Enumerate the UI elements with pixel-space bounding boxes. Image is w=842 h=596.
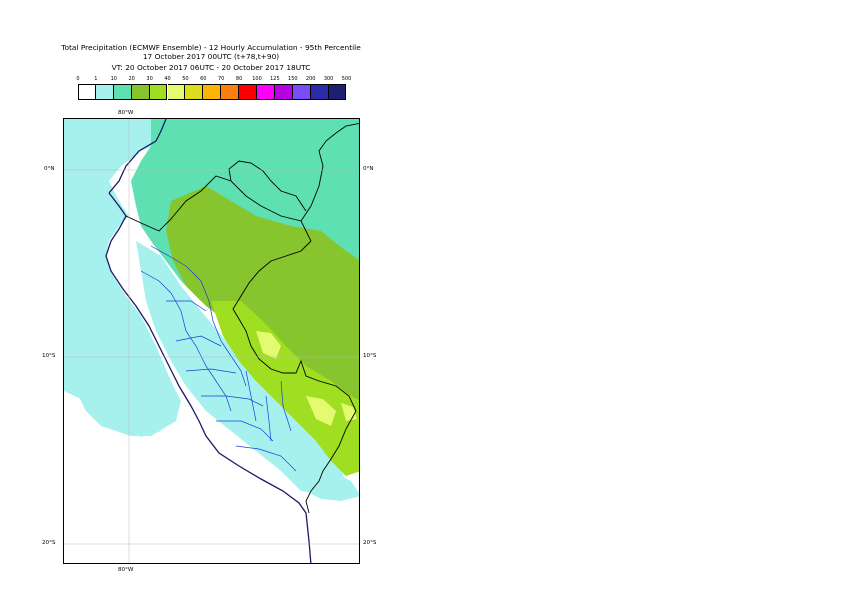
legend-swatch <box>274 84 293 100</box>
legend-threshold-label: 300 <box>323 76 334 82</box>
legend-threshold-label: 50 <box>182 76 189 82</box>
legend-threshold-label: 10 <box>110 76 117 82</box>
precipitation-map <box>64 119 359 563</box>
legend-threshold-label: 0 <box>76 76 80 82</box>
legend-threshold-label: 200 <box>305 76 316 82</box>
map-title-line-1: Total Precipitation (ECMWF Ensemble) - 1… <box>61 43 361 52</box>
province-borders <box>140 245 297 472</box>
legend-swatch <box>221 84 240 100</box>
legend-swatch <box>292 84 311 100</box>
legend-swatch <box>328 84 347 100</box>
legend-swatch <box>95 84 114 100</box>
precip-yellow-patch-2 <box>306 396 336 426</box>
lat-label-20-left: 20°S <box>42 540 56 546</box>
precip-south-spill <box>301 471 359 501</box>
legend-threshold-label: 60 <box>200 76 207 82</box>
legend-threshold-label: 100 <box>252 76 262 82</box>
legend-threshold-label: 1 <box>94 76 98 82</box>
lat-label-0-left: 0°N <box>44 166 55 172</box>
legend-swatch <box>310 84 329 100</box>
legend-swatch <box>167 84 186 100</box>
lon-label-top: 80°W <box>118 110 134 116</box>
legend-swatch <box>239 84 257 100</box>
legend-threshold-label: 20 <box>128 76 135 82</box>
precip-light-teal-andes <box>136 241 346 496</box>
map-frame <box>63 118 360 564</box>
legend-threshold-label: 125 <box>270 76 280 82</box>
map-title-line-2: 17 October 2017 00UTC (t+78,t+90) <box>142 52 280 61</box>
lat-label-20-right: 20°S <box>363 540 377 546</box>
legend-threshold-label: 500 <box>341 76 352 82</box>
precip-lime-band <box>211 301 359 476</box>
legend-threshold-label: 150 <box>288 76 298 82</box>
legend-swatch <box>257 84 275 100</box>
legend-swatch <box>203 84 222 100</box>
legend-swatch <box>131 84 150 100</box>
legend-swatch <box>149 84 168 100</box>
legend-swatch <box>185 84 204 100</box>
coastline <box>105 119 312 563</box>
ocean-precip-streaks <box>64 351 161 437</box>
legend-threshold-label: 30 <box>146 76 153 82</box>
lon-label-bottom: 80°W <box>118 567 134 573</box>
legend-swatch <box>78 84 96 100</box>
legend-threshold-label: 70 <box>218 76 225 82</box>
legend-threshold-label: 80 <box>235 76 243 82</box>
map-title-line-3: VT: 20 October 2017 06UTC - 20 October 2… <box>111 63 311 72</box>
lat-label-10-left: 10°S <box>42 353 56 359</box>
lat-label-0-right: 0°N <box>363 166 374 172</box>
legend-swatch <box>113 84 132 100</box>
lat-label-10-right: 10°S <box>363 353 377 359</box>
legend-threshold-label: 40 <box>164 76 171 82</box>
national-borders <box>125 122 359 514</box>
precip-yellow-patch-1 <box>256 331 281 359</box>
